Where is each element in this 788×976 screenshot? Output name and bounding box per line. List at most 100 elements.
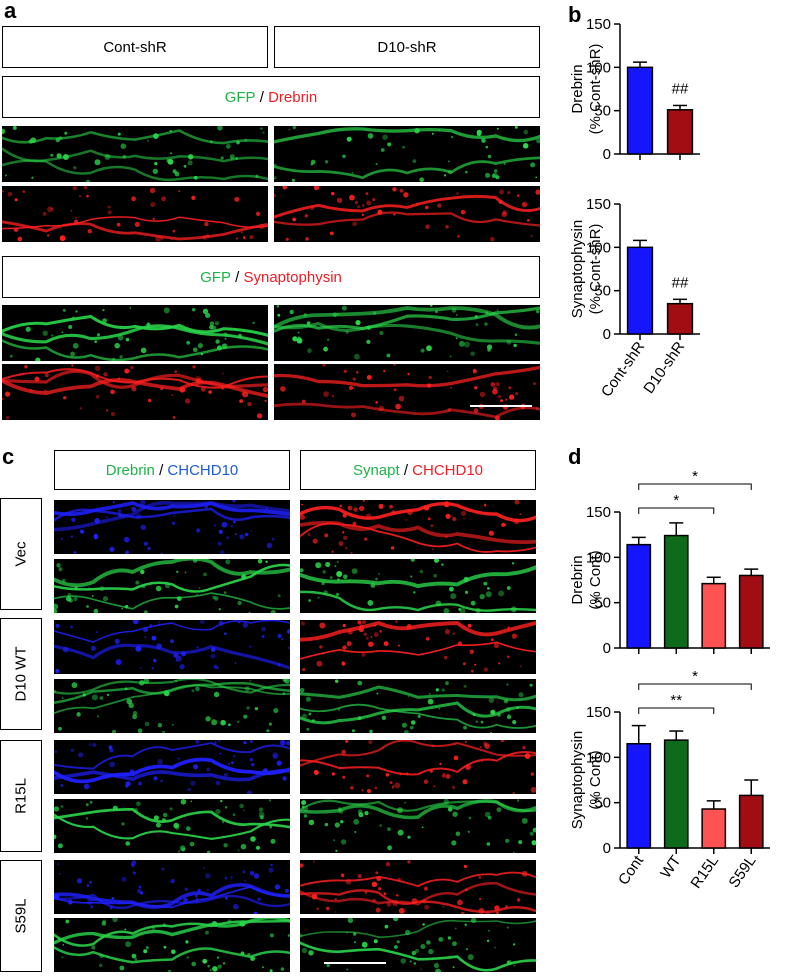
puncta — [342, 623, 346, 628]
row-label-vec: Vec — [0, 498, 42, 610]
y-tick-label: 0 — [603, 640, 611, 657]
puncta — [513, 343, 517, 348]
puncta — [461, 911, 465, 914]
neurite-texture — [2, 126, 268, 182]
puncta — [354, 201, 358, 205]
neurite — [300, 565, 536, 589]
neurite — [300, 685, 536, 702]
puncta — [58, 726, 62, 731]
neurite — [54, 742, 290, 770]
puncta — [485, 145, 489, 149]
puncta — [261, 635, 265, 638]
puncta — [478, 876, 482, 879]
panel-label-b: b — [568, 2, 582, 27]
puncta — [262, 966, 264, 969]
puncta — [411, 898, 418, 904]
puncta — [150, 202, 156, 207]
puncta — [334, 911, 337, 913]
puncta — [70, 748, 75, 753]
neurite-texture — [300, 559, 536, 613]
puncta — [200, 352, 204, 356]
puncta — [118, 513, 123, 518]
puncta — [205, 873, 211, 879]
puncta — [277, 663, 281, 667]
puncta — [292, 336, 298, 342]
puncta — [490, 709, 496, 715]
puncta — [513, 964, 516, 967]
puncta — [28, 139, 33, 144]
puncta — [506, 714, 512, 720]
puncta — [406, 624, 412, 630]
scale-bar-c — [324, 962, 386, 964]
puncta — [29, 389, 33, 393]
puncta — [163, 945, 167, 949]
puncta — [519, 665, 522, 668]
puncta — [186, 826, 191, 831]
puncta — [217, 964, 222, 969]
stain-synapt-c: Synapt — [352, 461, 400, 479]
puncta — [160, 552, 163, 554]
puncta — [475, 720, 478, 723]
puncta — [357, 620, 362, 625]
puncta — [407, 372, 410, 376]
puncta — [205, 312, 211, 318]
micrograph-c-wt-chchd10-red — [300, 620, 536, 674]
puncta — [273, 708, 279, 714]
puncta — [90, 645, 96, 651]
puncta — [336, 571, 343, 577]
puncta — [213, 596, 219, 601]
puncta — [410, 720, 416, 725]
puncta — [212, 966, 218, 972]
puncta — [243, 809, 245, 812]
stain-drebrin: Drebrin — [268, 88, 318, 106]
puncta — [51, 334, 54, 337]
puncta — [187, 160, 193, 166]
puncta — [276, 760, 282, 766]
puncta — [437, 203, 442, 208]
puncta — [355, 320, 361, 326]
puncta — [506, 340, 512, 345]
puncta — [455, 313, 458, 316]
puncta — [353, 818, 360, 825]
puncta — [249, 235, 254, 240]
puncta — [513, 518, 520, 524]
neurite — [274, 365, 540, 388]
puncta — [144, 636, 147, 639]
puncta — [72, 186, 77, 191]
puncta — [124, 928, 127, 931]
puncta — [115, 659, 122, 666]
puncta — [484, 811, 491, 818]
puncta — [106, 955, 109, 958]
puncta — [277, 633, 282, 639]
puncta — [224, 806, 228, 809]
puncta — [337, 708, 341, 712]
neurite-texture — [300, 860, 536, 914]
puncta — [216, 345, 222, 351]
puncta — [506, 683, 509, 686]
puncta — [132, 711, 138, 716]
neurite — [300, 620, 536, 642]
puncta — [350, 552, 353, 554]
neurite — [300, 882, 536, 906]
puncta — [302, 668, 306, 672]
puncta — [369, 729, 373, 733]
puncta — [300, 514, 305, 520]
puncta — [242, 622, 248, 628]
puncta — [351, 729, 355, 733]
puncta — [340, 839, 347, 845]
micrograph-c-vec-synapt — [300, 559, 536, 613]
puncta — [243, 236, 246, 239]
neurite — [274, 127, 540, 144]
puncta — [351, 568, 358, 574]
y-tick-label: 50 — [594, 103, 611, 120]
puncta — [490, 731, 492, 733]
puncta — [163, 307, 170, 314]
puncta — [393, 918, 399, 922]
neurite — [54, 808, 290, 829]
puncta — [172, 521, 175, 525]
puncta — [209, 324, 214, 330]
puncta — [154, 162, 158, 166]
puncta — [78, 752, 84, 758]
puncta — [512, 943, 516, 946]
puncta — [70, 625, 73, 629]
